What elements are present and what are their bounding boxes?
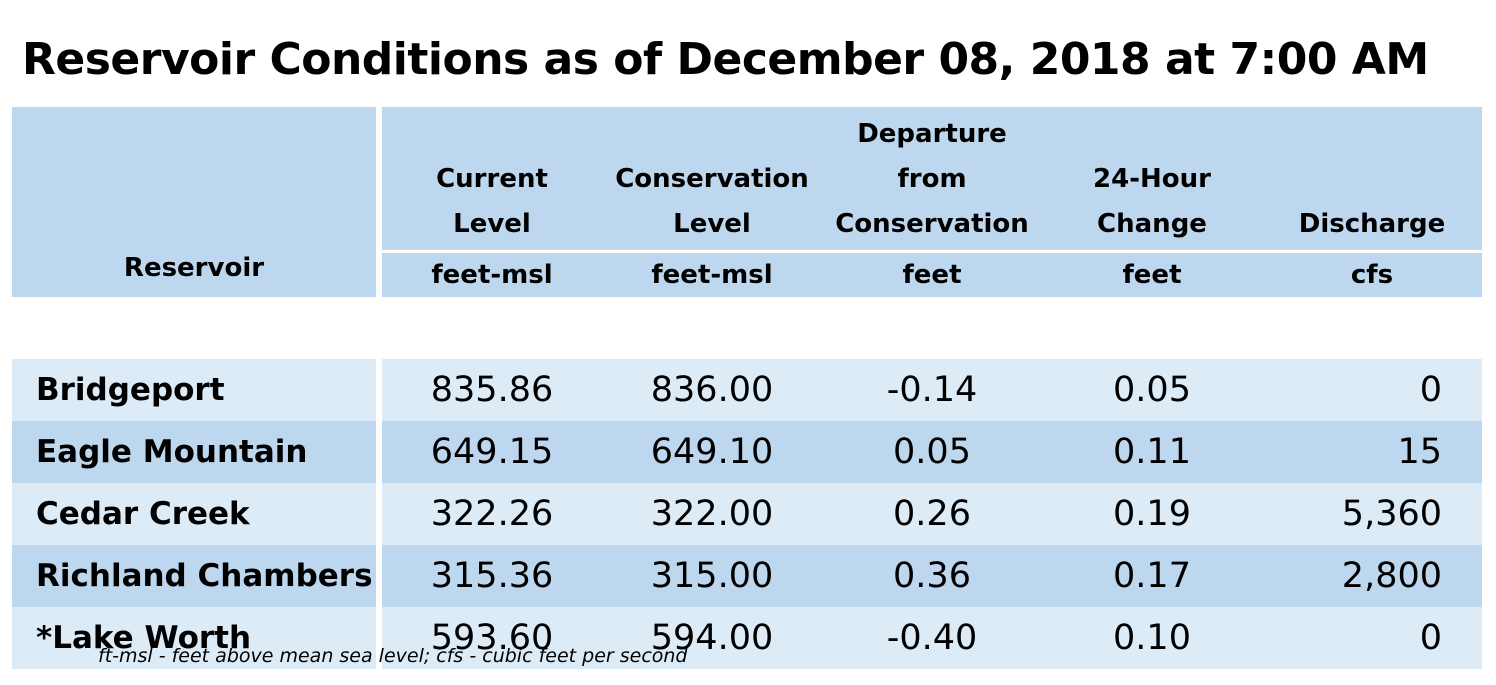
cell-conservation-level: 315.00 [602,545,822,607]
footnote: ft-msl - feet above mean sea level; cfs … [98,645,688,667]
header-line: Current [436,164,548,194]
cell-conservation-level: 322.00 [602,483,822,545]
cell-current-level: 593.60 [382,607,602,669]
cell-current-level: 315.36 [382,545,602,607]
cell-departure: 0.36 [822,545,1042,607]
header-line: from [897,164,967,194]
cell-reservoir: Richland Chambers [12,545,382,607]
header-reservoir: Reservoir [12,107,382,297]
unit-24-hour-change: feet [1042,250,1262,297]
header-line: 24-Hour [1093,164,1211,194]
cell-discharge: 5,360 [1262,483,1482,545]
table-row: *Lake Worth 593.60 594.00 -0.40 0.10 0 [12,607,1482,669]
cell-departure: 0.26 [822,483,1042,545]
header-24-hour-change: 24-Hour Change [1042,107,1262,250]
header-departure: Departure from Conservation [822,107,1042,250]
cell-reservoir: *Lake Worth [12,607,382,669]
cell-24-hour-change: 0.05 [1042,359,1262,421]
cell-departure: -0.14 [822,359,1042,421]
header-line: Conservation [835,209,1029,239]
cell-24-hour-change: 0.10 [1042,607,1262,669]
header-conservation-level: Conservation Level [602,107,822,250]
unit-conservation-level: feet-msl [602,250,822,297]
header-line: Conservation [615,164,809,194]
header-line: Level [673,209,751,239]
table-row: Cedar Creek 322.26 322.00 0.26 0.19 5,36… [12,483,1482,545]
header-line: Discharge [1298,209,1446,239]
header-separator [12,297,1482,359]
unit-current-level: feet-msl [382,250,602,297]
reservoir-table: Reservoir Current Level Conservation Lev… [12,107,1482,669]
cell-conservation-level: 836.00 [602,359,822,421]
cell-current-level: 322.26 [382,483,602,545]
header-current-level: Current Level [382,107,602,250]
cell-departure: -0.40 [822,607,1042,669]
header-line: Change [1097,209,1207,239]
cell-conservation-level: 649.10 [602,421,822,483]
cell-24-hour-change: 0.17 [1042,545,1262,607]
cell-discharge: 0 [1262,359,1482,421]
cell-departure: 0.05 [822,421,1042,483]
cell-discharge: 0 [1262,607,1482,669]
cell-reservoir: Eagle Mountain [12,421,382,483]
cell-24-hour-change: 0.11 [1042,421,1262,483]
cell-current-level: 835.86 [382,359,602,421]
header-line: Departure [857,119,1007,149]
cell-reservoir: Cedar Creek [12,483,382,545]
cell-current-level: 649.15 [382,421,602,483]
table-row: Richland Chambers 315.36 315.00 0.36 0.1… [12,545,1482,607]
cell-discharge: 2,800 [1262,545,1482,607]
table-row: Bridgeport 835.86 836.00 -0.14 0.05 0 [12,359,1482,421]
cell-reservoir: Bridgeport [12,359,382,421]
unit-discharge: cfs [1262,250,1482,297]
cell-discharge: 15 [1262,421,1482,483]
header-reservoir-label: Reservoir [123,253,265,283]
cell-conservation-level: 594.00 [602,607,822,669]
cell-24-hour-change: 0.19 [1042,483,1262,545]
table-row: Eagle Mountain 649.15 649.10 0.05 0.11 1… [12,421,1482,483]
page-title: Reservoir Conditions as of December 08, … [22,34,1429,85]
unit-departure: feet [822,250,1042,297]
header-line: Level [453,209,531,239]
header-discharge: Discharge [1262,107,1482,250]
